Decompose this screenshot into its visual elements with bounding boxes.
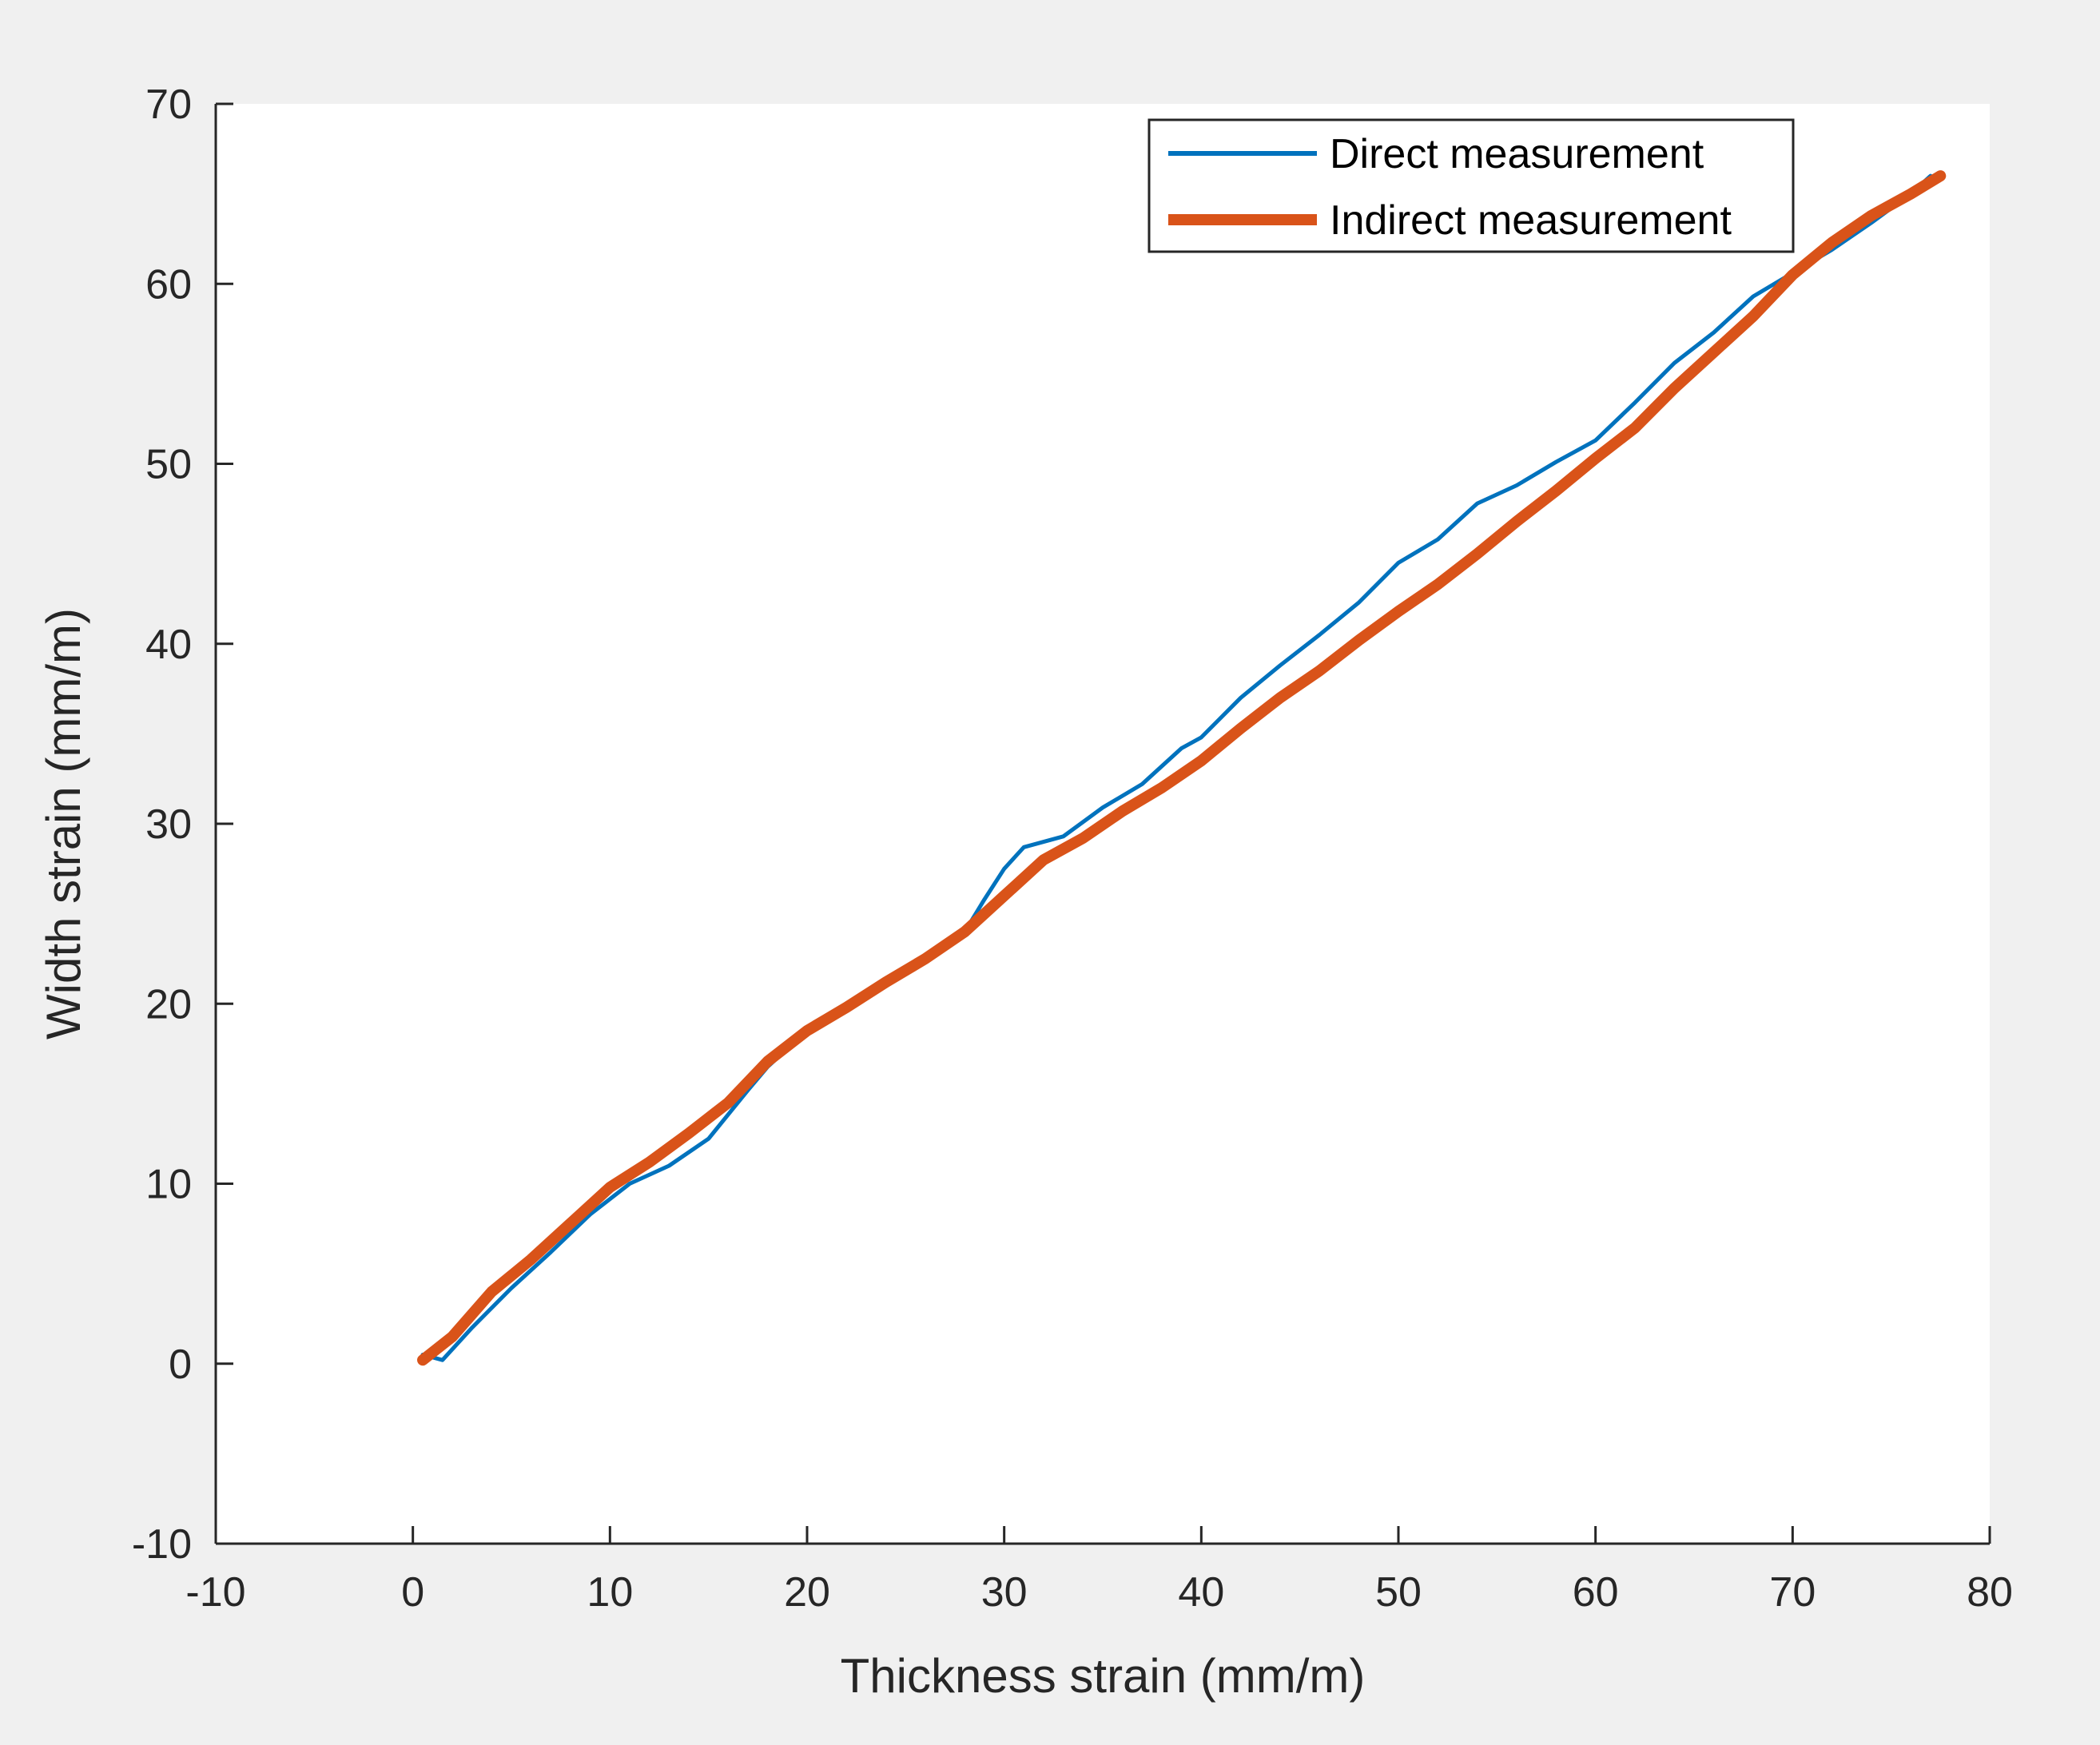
legend-label-indirect: Indirect measurement: [1330, 197, 1732, 244]
y-tick-label: 40: [145, 622, 192, 668]
x-tick-label: 20: [784, 1569, 830, 1616]
y-tick-label: 50: [145, 442, 192, 488]
y-tick-label: 70: [145, 81, 192, 128]
legend-label-direct: Direct measurement: [1330, 131, 1704, 177]
y-axis-label: Width strain (mm/m): [37, 608, 90, 1039]
x-axis-label: Thickness strain (mm/m): [841, 1649, 1366, 1703]
x-tick-label: 30: [981, 1569, 1028, 1616]
y-tick-label: 30: [145, 801, 192, 848]
x-tick-label: -10: [185, 1569, 245, 1616]
y-tick-label: -10: [132, 1521, 192, 1568]
series-line-direct: [420, 173, 1933, 1362]
y-tick-label: 20: [145, 981, 192, 1028]
x-tick-label: 60: [1573, 1569, 1619, 1616]
x-tick-label: 50: [1375, 1569, 1422, 1616]
legend-box: [1147, 118, 1795, 253]
x-tick-label: 80: [1967, 1569, 2013, 1616]
ticks-layer: -10 0 10 20 30 40 50 60 70 80 -10 0 10 20 30 40 50 60 70: [132, 81, 2013, 1616]
x-tick-label: 10: [587, 1569, 633, 1616]
series-layer: [417, 170, 1947, 1366]
x-tick-label: 70: [1769, 1569, 1816, 1616]
x-tick-label: 40: [1178, 1569, 1224, 1616]
legend: Direct measurement Indirect measurement: [1147, 118, 1795, 253]
y-tick-label: 60: [145, 261, 192, 308]
series-line-indirect: [417, 170, 1947, 1366]
y-tick-label: 0: [169, 1342, 192, 1388]
y-tick-label: 10: [145, 1162, 192, 1208]
x-tick-label: 0: [401, 1569, 424, 1616]
